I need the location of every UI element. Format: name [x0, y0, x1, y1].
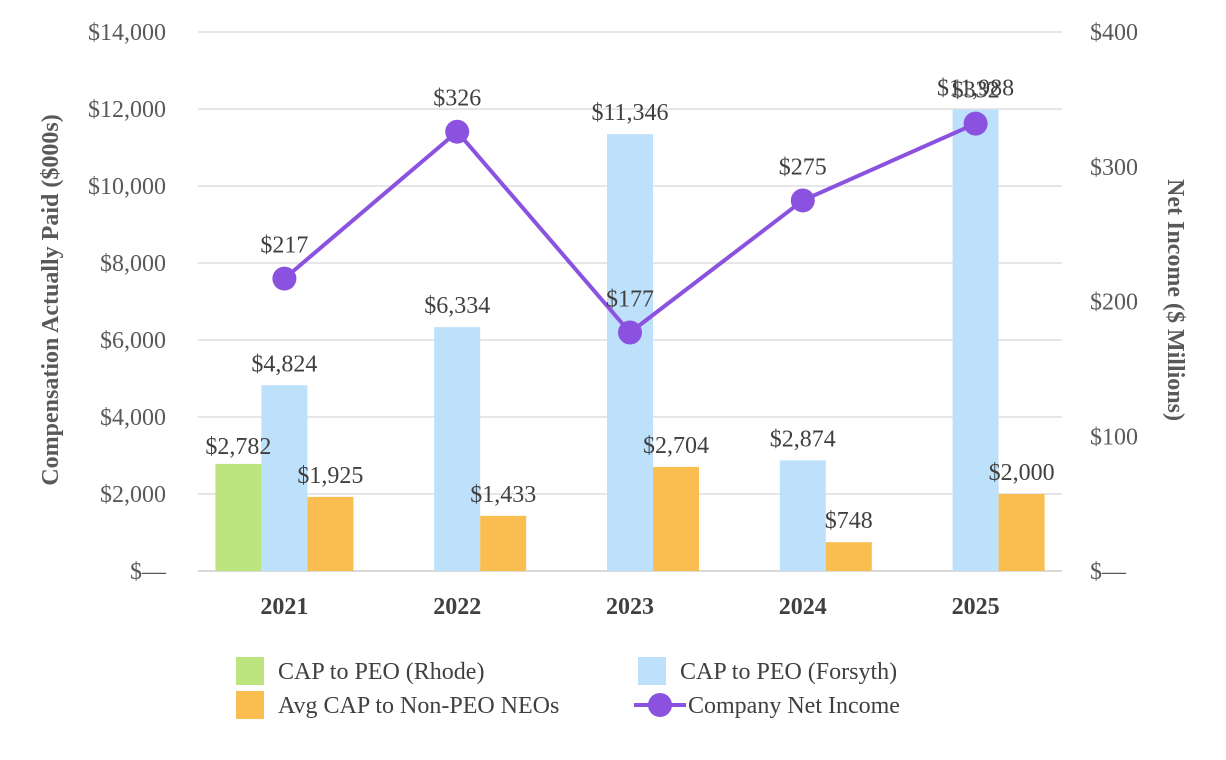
bar-data-label: $2,000 — [989, 460, 1055, 486]
y-right-tick-label: $200 — [1090, 290, 1138, 316]
bar-data-label: $1,925 — [297, 463, 363, 489]
bar-avg-cap-to-non-peo-neos — [998, 494, 1045, 571]
y-right-tick-label: $100 — [1090, 424, 1138, 450]
y-left-tick-label: $— — [130, 559, 167, 585]
bar-data-label: $11,988 — [937, 75, 1014, 101]
x-tick-label: 2024 — [779, 594, 827, 620]
net-income-marker — [790, 188, 815, 213]
bar-avg-cap-to-non-peo-neos — [825, 542, 872, 571]
net-income-line-layer — [272, 111, 988, 345]
bar-cap-to-peo-rhode- — [215, 463, 262, 571]
legend-swatch — [236, 657, 264, 685]
x-tick-label: 2025 — [952, 594, 1000, 620]
bars-layer — [215, 109, 1045, 571]
net-income-data-label: $217 — [260, 233, 308, 259]
bar-avg-cap-to-non-peo-neos — [480, 515, 527, 571]
y-left-tick-label: $12,000 — [88, 97, 166, 123]
net-income-marker — [963, 111, 988, 136]
net-income-marker — [445, 119, 470, 144]
legend-swatch — [638, 657, 666, 685]
legend-label: Avg CAP to Non-PEO NEOs — [278, 693, 559, 719]
x-tick-label: 2021 — [260, 594, 308, 620]
y-left-axis-title: Compensation Actually Paid ($000s) — [38, 114, 64, 485]
bar-avg-cap-to-non-peo-neos — [653, 466, 699, 571]
legend-label: CAP to PEO (Rhode) — [278, 659, 484, 685]
net-income-data-label: $332 — [952, 78, 1000, 104]
net-income-marker — [618, 320, 642, 345]
data-labels-layer: $2,782 $4,824 $6,334 $11,346 $2,874 $11,988 $1… — [205, 75, 1054, 534]
net-income-data-label: $177 — [606, 286, 654, 312]
net-income-data-label: $275 — [779, 154, 827, 180]
legend-label: CAP to PEO (Forsyth) — [680, 659, 897, 685]
y-right-tick-label: $400 — [1090, 20, 1138, 46]
y-left-tick-label: $6,000 — [100, 328, 166, 354]
bar-data-label: $1,433 — [470, 482, 536, 508]
net-income-marker — [272, 266, 297, 291]
legend-swatch — [236, 691, 264, 719]
bar-cap-to-peo-forsyth- — [779, 460, 826, 571]
axes-layer: $— $2,000 $4,000 $6,000 $8,000 $10,000 $12,000… — [38, 20, 1188, 620]
y-left-tick-label: $14,000 — [88, 20, 166, 46]
legend: CAP to PEO (Rhode) CAP to PEO (Forsyth) Av… — [236, 657, 900, 719]
net-income-data-label: $326 — [433, 86, 481, 112]
y-right-tick-label: $300 — [1090, 155, 1138, 181]
y-left-tick-label: $8,000 — [100, 251, 166, 277]
bar-data-label: $748 — [825, 508, 873, 534]
y-left-tick-label: $2,000 — [100, 482, 166, 508]
legend-marker-swatch — [648, 693, 672, 717]
y-left-tick-label: $10,000 — [88, 174, 166, 200]
x-tick-label: 2023 — [606, 594, 654, 620]
x-tick-label: 2022 — [433, 594, 481, 620]
bar-data-label: $11,346 — [591, 100, 668, 126]
bar-data-label: $2,782 — [205, 434, 271, 460]
y-left-tick-label: $4,000 — [100, 405, 166, 431]
bar-cap-to-peo-forsyth- — [261, 385, 308, 571]
bar-cap-to-peo-forsyth- — [952, 109, 999, 571]
bar-data-label: $4,824 — [251, 351, 317, 377]
y-right-tick-label: $— — [1090, 559, 1127, 585]
bar-cap-to-peo-forsyth- — [607, 134, 653, 571]
bar-data-label: $2,704 — [643, 433, 709, 459]
bar-cap-to-peo-forsyth- — [434, 327, 481, 571]
y-right-axis-title: Net Income ($ Millions) — [1162, 179, 1188, 421]
bar-avg-cap-to-non-peo-neos — [307, 496, 354, 571]
bar-data-label: $6,334 — [424, 293, 490, 319]
legend-label: Company Net Income — [688, 693, 900, 719]
bar-data-label: $2,874 — [770, 426, 836, 452]
